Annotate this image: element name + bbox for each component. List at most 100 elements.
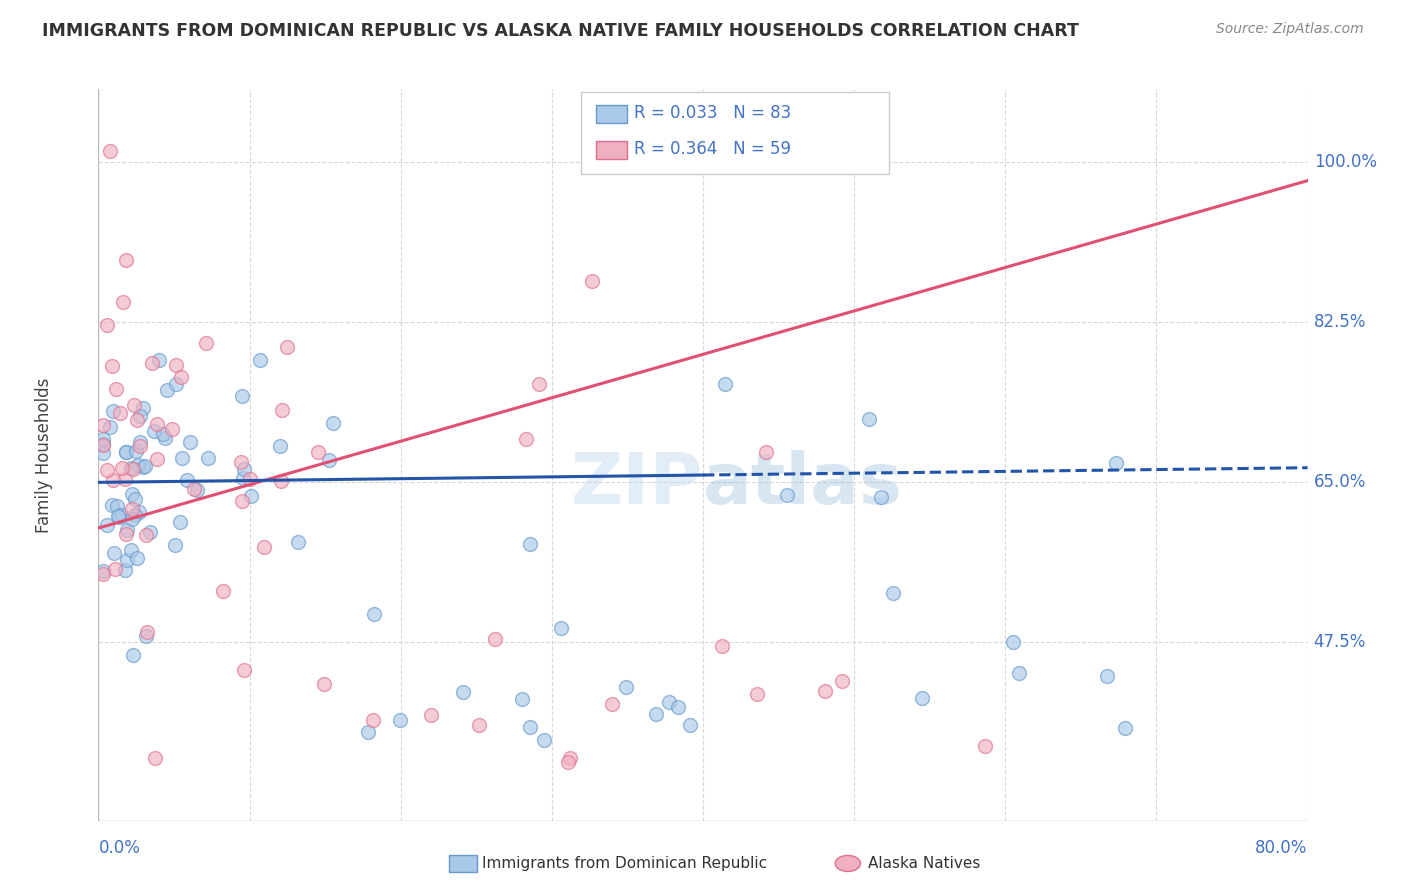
Text: 82.5%: 82.5% [1313, 313, 1367, 331]
Point [100, 420, 122, 434]
Point [121, 462, 143, 476]
Point [312, 676, 335, 690]
Point [239, 489, 262, 503]
Point [519, 720, 541, 734]
Point [110, 508, 132, 523]
Point [105, 382, 128, 396]
Point [129, 409, 152, 423]
Point [253, 540, 276, 554]
Point [710, 639, 733, 653]
Point [1105, 456, 1128, 470]
Point [451, 684, 474, 698]
Point [152, 426, 174, 441]
Point [111, 294, 134, 309]
Point [755, 445, 778, 459]
Point [135, 624, 157, 639]
Text: Family Households: Family Households [35, 377, 53, 533]
Point [165, 358, 187, 372]
Point [145, 417, 167, 431]
Point [419, 708, 441, 723]
Point [515, 432, 537, 446]
Point [124, 492, 146, 507]
Text: atlas: atlas [703, 450, 903, 518]
Point [974, 739, 997, 753]
Point [142, 425, 165, 439]
Point [98, 145, 121, 159]
Point [91, 564, 114, 578]
Point [148, 353, 170, 368]
Point [105, 500, 128, 514]
Point [269, 439, 291, 453]
Point [122, 399, 145, 413]
Point [96, 463, 118, 477]
Text: 80.0%: 80.0% [1256, 838, 1308, 857]
Point [484, 632, 506, 646]
Point [1008, 666, 1031, 681]
Point [128, 439, 150, 453]
Point [132, 460, 155, 475]
Point [165, 377, 187, 392]
Point [211, 583, 233, 598]
Point [115, 527, 138, 541]
Point [231, 455, 253, 469]
Text: 100.0%: 100.0% [1313, 153, 1376, 171]
Point [115, 444, 138, 458]
Point [1001, 635, 1024, 649]
Point [141, 356, 163, 370]
Point [176, 473, 198, 487]
Point [172, 451, 194, 466]
Text: Immigrants from Dominican Republic: Immigrants from Dominican Republic [482, 856, 768, 871]
Point [91, 417, 114, 432]
Point [361, 713, 384, 727]
Text: R = 0.033   N = 83: R = 0.033 N = 83 [634, 104, 792, 122]
Point [714, 377, 737, 392]
Point [117, 523, 139, 537]
Text: 65.0%: 65.0% [1313, 474, 1367, 491]
Point [232, 462, 254, 476]
Point [91, 567, 114, 582]
Point [120, 461, 142, 475]
Point [533, 733, 555, 747]
Point [645, 706, 668, 721]
Point [110, 461, 132, 475]
Point [170, 370, 193, 384]
Point [1114, 722, 1136, 736]
Point [115, 252, 138, 267]
Point [581, 274, 603, 288]
Point [101, 359, 124, 373]
Point [91, 436, 114, 450]
Point [91, 438, 114, 452]
Point [197, 450, 219, 465]
Point [276, 340, 298, 354]
Text: Source: ZipAtlas.com: Source: ZipAtlas.com [1216, 22, 1364, 37]
Text: IMMIGRANTS FROM DOMINICAN REPUBLIC VS ALASKA NATIVE FAMILY HOUSEHOLDS CORRELATIO: IMMIGRANTS FROM DOMINICAN REPUBLIC VS AL… [42, 22, 1078, 40]
Point [1095, 668, 1118, 682]
Point [183, 482, 205, 496]
Point [679, 717, 702, 731]
Point [96, 518, 118, 533]
Point [287, 535, 309, 549]
Point [357, 724, 380, 739]
Point [318, 452, 340, 467]
Point [510, 692, 533, 706]
Point [270, 474, 292, 488]
Point [101, 498, 124, 512]
Point [121, 487, 143, 501]
Point [614, 680, 637, 694]
Point [186, 483, 208, 497]
Point [108, 510, 131, 524]
Point [135, 528, 157, 542]
Point [527, 376, 550, 391]
Point [550, 621, 572, 635]
Point [108, 407, 131, 421]
Point [388, 714, 411, 728]
Point [160, 422, 183, 436]
Text: 47.5%: 47.5% [1313, 633, 1367, 651]
Point [745, 687, 768, 701]
Point [125, 550, 148, 565]
Point [115, 444, 138, 458]
Point [776, 488, 799, 502]
Point [124, 508, 146, 522]
Point [91, 432, 114, 446]
Point [870, 490, 893, 504]
